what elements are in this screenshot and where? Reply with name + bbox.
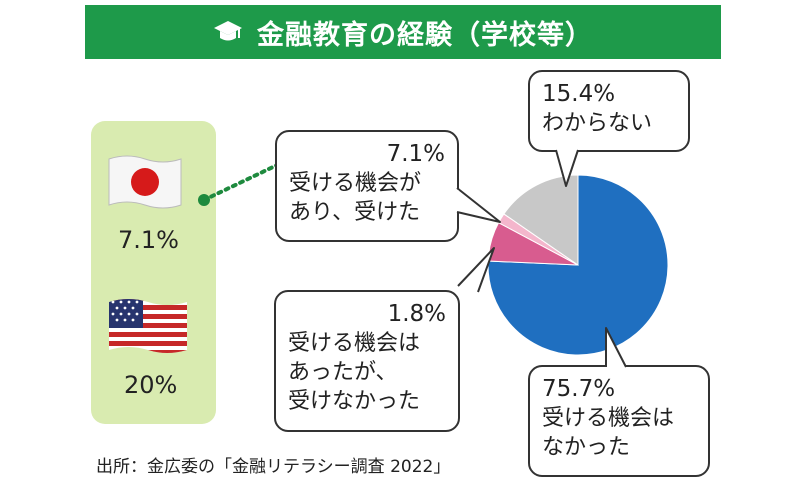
- source-note: 出所：金広委の「金融リテラシー調査 2022」: [96, 457, 451, 477]
- callout-dont-know-text: わからない: [542, 111, 653, 136]
- callout-not-taken: 1.8% 受ける機会は あったが、 受けなかった: [274, 290, 460, 432]
- tail-no-chance: [605, 327, 627, 368]
- callout-no-chance-text: 受ける機会は なかった: [542, 406, 675, 460]
- callout-no-chance-value: 75.7%: [542, 376, 616, 402]
- callout-dont-know-value: 15.4%: [542, 81, 616, 107]
- japan-value: 7.1%: [118, 226, 179, 254]
- callout-dont-know: 15.4% わからない: [528, 70, 690, 152]
- tail-dont-know: [555, 149, 579, 187]
- callout-not-taken-value: 1.8%: [387, 301, 446, 327]
- pie-slice-dont-know: [503, 174, 579, 266]
- tail-took: [456, 187, 501, 223]
- us-flag-icon: [109, 299, 187, 353]
- callout-took-value: 7.1%: [386, 141, 445, 167]
- tail-not-taken: [457, 247, 495, 293]
- graduation-cap-icon: [214, 21, 242, 41]
- callout-took-text: 受ける機会が あり、受けた: [289, 171, 422, 225]
- title-bar: 金融教育の経験（学校等）: [85, 5, 721, 59]
- callout-took: 7.1% 受ける機会が あり、受けた: [275, 130, 459, 242]
- callout-not-taken-text: 受ける機会は あったが、 受けなかった: [288, 331, 421, 414]
- japan-flag-icon: [108, 155, 182, 209]
- chart-title: 金融教育の経験（学校等）: [257, 19, 593, 51]
- usa-value: 20%: [124, 371, 178, 399]
- connector-dot-start: [198, 194, 210, 206]
